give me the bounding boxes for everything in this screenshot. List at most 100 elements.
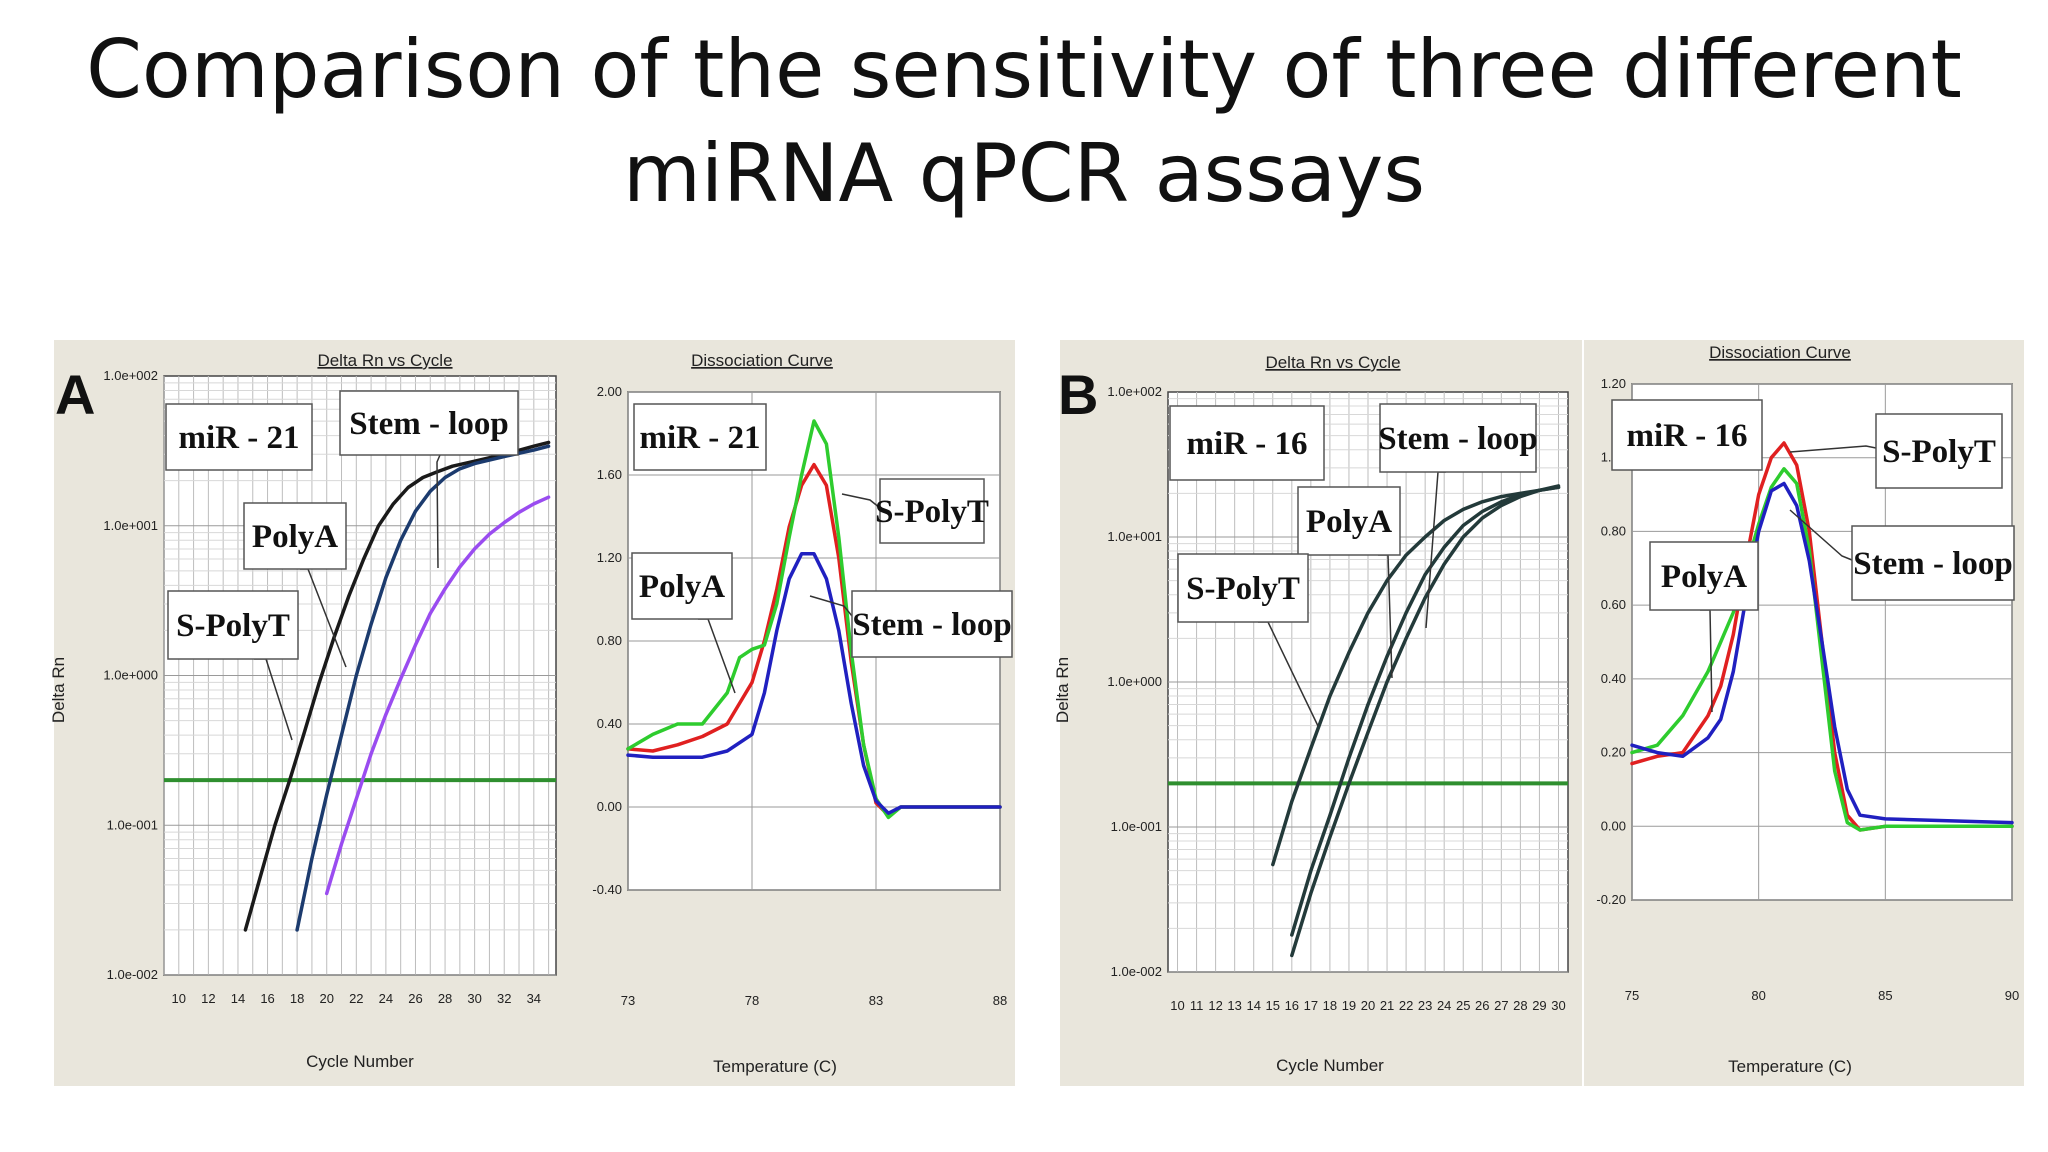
label-box [1169, 405, 1325, 481]
x-tick-label: 24 [379, 991, 393, 1006]
label-box [1379, 403, 1537, 473]
x-tick-label: 28 [1513, 998, 1527, 1013]
callout-line [841, 493, 881, 509]
y-tick-label: -0.20 [1596, 892, 1626, 907]
label-box [633, 403, 767, 471]
y-tick-label: 0.40 [1601, 671, 1626, 686]
annotation-label: miR - 16 [1627, 418, 1748, 454]
x-tick-label: 75 [1625, 988, 1639, 1003]
slide-title-line-2: miRNA qPCR assays [622, 127, 1426, 220]
panel-letter: B [1058, 363, 1098, 426]
x-tick-label: 90 [2005, 988, 2019, 1003]
label-box [1297, 486, 1401, 556]
label-box [1611, 399, 1763, 471]
y-tick-label: 1.0e-002 [107, 967, 158, 982]
series-line-stem-loop [626, 552, 1002, 815]
x-tick-label: 27 [1494, 998, 1508, 1013]
x-tick-label: 29 [1532, 998, 1546, 1013]
annotation-label: Stem - loop [852, 607, 1012, 643]
y-tick-label: 0.00 [1601, 818, 1626, 833]
x-tick-label: 16 [1285, 998, 1299, 1013]
x-tick-label: 88 [993, 993, 1007, 1008]
annotation-label: Stem - loop [1853, 546, 2013, 582]
label-box [165, 403, 313, 471]
callout-line [436, 454, 441, 569]
x-tick-label: 17 [1304, 998, 1318, 1013]
plot-title: Delta Rn vs Cycle [1265, 353, 1400, 372]
label-box [339, 390, 519, 456]
x-tick-label: 22 [349, 991, 363, 1006]
x-tick-label: 21 [1380, 998, 1394, 1013]
y-tick-label: 0.80 [1601, 523, 1626, 538]
chart-A-diss: -0.40 0.00 0.40 0.80 1.20 1.60 2.00 73 78 83 88 Dis… [570, 340, 1015, 1086]
x-tick-label: 18 [290, 991, 304, 1006]
y-tick-label: 1.0e+002 [1107, 384, 1162, 399]
x-tick-label: 80 [1751, 988, 1765, 1003]
x-tick-label: 83 [869, 993, 883, 1008]
annotation-label: Stem - loop [1378, 421, 1538, 457]
y-tick-label: 2.00 [597, 384, 622, 399]
callout-line [1789, 509, 1853, 561]
y-tick-label: 1.0e+000 [103, 668, 158, 683]
y-tick-label: 1.0e+001 [103, 518, 158, 533]
x-tick-label: 14 [231, 991, 245, 1006]
chart-B-amp: 1.0e-002 1.0e-001 1.0e+000 1.0e+001 1.0e+002… [1053, 340, 1582, 1086]
y-tick-label: 0.80 [597, 633, 622, 648]
annotation-label: S-PolyT [1882, 434, 1996, 470]
annotation-label: S-PolyT [176, 608, 290, 644]
label-box [631, 552, 733, 620]
x-tick-label: 19 [1342, 998, 1356, 1013]
series-line-s-polyt [1630, 441, 2014, 832]
y-tick-label: 0.40 [597, 716, 622, 731]
series-line-polya [1630, 467, 2014, 832]
annotation-label: PolyA [639, 569, 725, 605]
label-box [1649, 541, 1759, 611]
plot-title: Dissociation Curve [691, 351, 833, 370]
chart-B-diss: -0.200.000.200.400.600.801.001.207580859… [1584, 340, 2024, 1086]
x-tick-label: 30 [467, 991, 481, 1006]
annotation-label: S-PolyT [1186, 571, 1300, 607]
callout-line [809, 595, 853, 617]
label-box [1851, 525, 2015, 601]
y-tick-label: 1.20 [1601, 376, 1626, 391]
y-tick-label: 0.20 [1601, 745, 1626, 760]
x-tick-label: 16 [260, 991, 274, 1006]
x-tick-label: 24 [1437, 998, 1451, 1013]
x-tick-label: 12 [1208, 998, 1222, 1013]
y-tick-label: 1.20 [597, 550, 622, 565]
x-tick-label: 26 [1475, 998, 1489, 1013]
chart-A-amp: 1.0e-002 1.0e-001 1.0e+000 1.0e+001 1.0e+002… [49, 340, 570, 1086]
x-tick-label: 10 [1170, 998, 1184, 1013]
y-tick-label: 0.00 [597, 799, 622, 814]
x-tick-label: 25 [1456, 998, 1470, 1013]
x-tick-label: 20 [1361, 998, 1375, 1013]
y-tick-label: 0.60 [1601, 597, 1626, 612]
plot-title: Delta Rn vs Cycle [317, 351, 452, 370]
y-axis-label: Delta Rn [1053, 657, 1072, 723]
annotation-label: miR - 21 [640, 420, 761, 456]
y-tick-label: 1.0e-001 [107, 817, 158, 832]
x-tick-label: 73 [621, 993, 635, 1008]
x-tick-label: 14 [1246, 998, 1260, 1013]
x-tick-label: 23 [1418, 998, 1432, 1013]
x-tick-label: 85 [1878, 988, 1892, 1003]
x-tick-label: 30 [1551, 998, 1565, 1013]
y-tick-label: -0.40 [592, 882, 622, 897]
annotation-label: PolyA [1661, 559, 1747, 595]
annotation-label: PolyA [1306, 504, 1392, 540]
series-line [1290, 485, 1561, 937]
x-tick-label: 20 [319, 991, 333, 1006]
annotation-label: PolyA [252, 519, 338, 555]
plot-title: Dissociation Curve [1709, 343, 1851, 362]
x-tick-label: 13 [1227, 998, 1241, 1013]
series-line [243, 440, 551, 932]
series-line [324, 495, 551, 896]
annotation-label: Stem - loop [349, 406, 509, 442]
x-tick-label: 15 [1266, 998, 1280, 1013]
y-axis-label: Delta Rn [49, 657, 68, 723]
x-tick-label: 11 [1190, 998, 1204, 1013]
y-tick-label: 1.0e-001 [1111, 819, 1162, 834]
series-line [1290, 484, 1561, 958]
panel-letter: A [55, 363, 95, 426]
y-tick-label: 1.0e+001 [1107, 529, 1162, 544]
